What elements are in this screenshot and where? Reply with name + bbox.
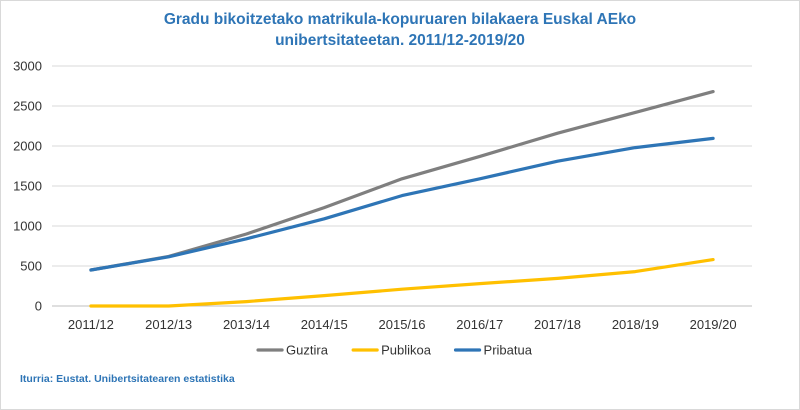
y-tick-label: 2000	[13, 139, 42, 154]
source-note: Iturria: Eustat. Unibertsitatearen estat…	[20, 373, 235, 385]
series-line-guztira	[89, 89, 715, 272]
chart-title: Gradu bikoitzetako matrikula-kopuruaren …	[0, 9, 800, 51]
legend-label-pribatua: Pribatua	[484, 343, 533, 358]
x-tick-label: 2013/14	[223, 317, 270, 332]
x-tick-label: 2014/15	[301, 317, 348, 332]
y-tick-label: 1000	[13, 219, 42, 234]
chart-title-line-1: Gradu bikoitzetako matrikula-kopuruaren …	[163, 11, 637, 28]
x-tick-label: 2018/19	[612, 317, 659, 332]
y-tick-label: 0	[35, 299, 42, 314]
series-line-pribatua	[89, 136, 715, 272]
series-line-publikoa	[89, 258, 715, 308]
x-tick-label: 2016/17	[456, 317, 503, 332]
legend-label-guztira: Guztira	[286, 343, 329, 358]
x-tick-label: 2019/20	[690, 317, 737, 332]
y-tick-label: 500	[20, 259, 42, 274]
y-tick-label: 3000	[13, 59, 42, 74]
y-tick-label: 1500	[13, 179, 42, 194]
y-tick-label: 2500	[13, 99, 42, 114]
x-tick-label: 2012/13	[145, 317, 192, 332]
x-tick-label: 2011/12	[68, 317, 114, 332]
x-tick-label: 2015/16	[379, 317, 426, 332]
x-tick-label: 2017/18	[534, 317, 581, 332]
legend-label-publikoa: Publikoa	[381, 343, 432, 358]
chart-title-line-2: unibertsitateetan. 2011/12-2019/20	[275, 32, 525, 49]
